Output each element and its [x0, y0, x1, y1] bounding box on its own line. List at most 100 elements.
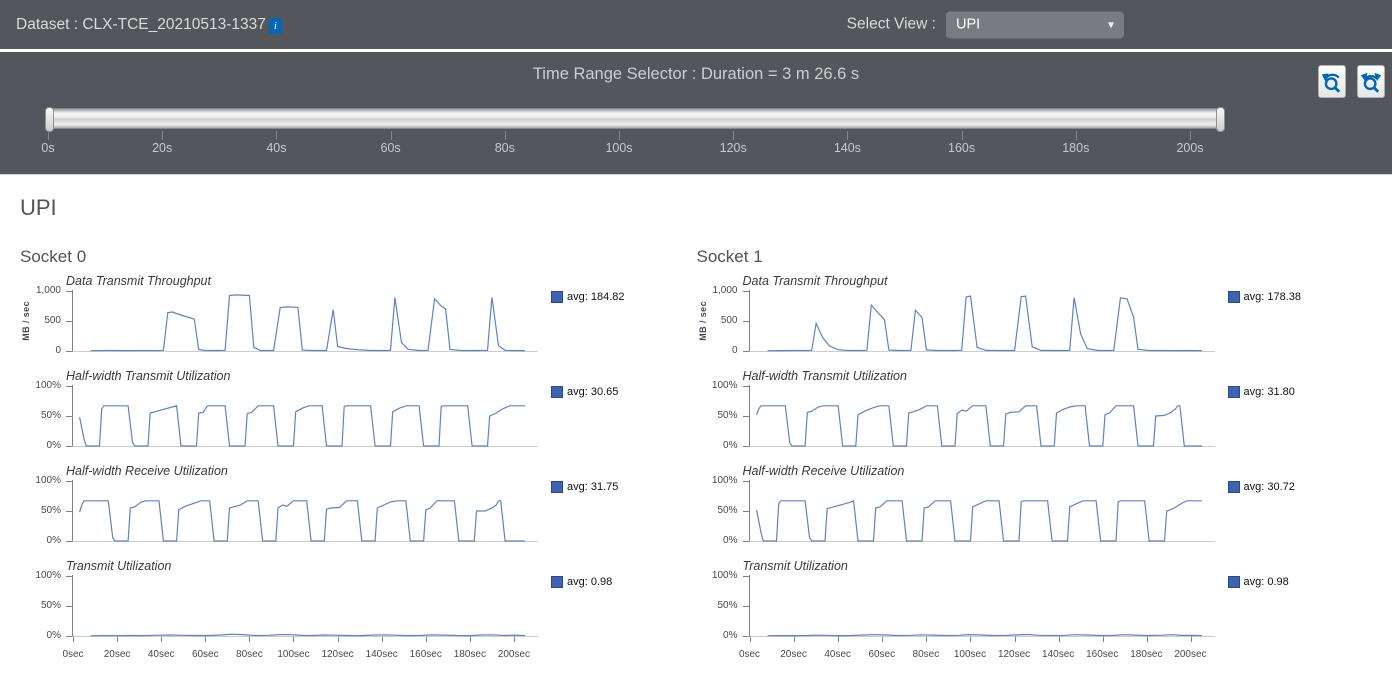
y-axis-unit-label: MB / sec — [697, 301, 708, 341]
x-tick-label: 200sec — [497, 649, 531, 660]
slider-tick-mark — [961, 131, 963, 140]
slider-handle-right[interactable] — [1216, 107, 1225, 132]
legend-avg-value: avg: 30.72 — [1243, 481, 1295, 493]
x-tick-label: 100sec — [953, 649, 987, 660]
data-series-line — [90, 633, 526, 637]
plot-area — [742, 385, 1215, 452]
chart-title: Data Transmit Throughput — [742, 274, 888, 288]
x-tick-label: 80sec — [912, 649, 940, 660]
chart-title: Half-width Transmit Utilization — [742, 369, 907, 383]
legend-swatch-icon — [1227, 386, 1240, 398]
slider-tick-label: 40s — [266, 141, 287, 155]
chart-s0-throughput: Data Transmit Throughput MB / sec 0 500 1,00… — [20, 274, 625, 357]
y-tick-label: 100% — [35, 475, 61, 486]
plot-area — [742, 480, 1215, 547]
chart-s0-hw-transmit: Half-width Transmit Utilization 0% 50% 100%… — [20, 369, 625, 452]
time-range-slider[interactable]: 0s 20s 40s 60s 80s 100s 120s 140s 160s 180s 200s — [41, 107, 1225, 168]
x-axis-labels: 0sec 20sec 40sec 60sec 80sec 100sec 120sec 140s… — [739, 648, 1215, 662]
chart-title: Data Transmit Throughput — [66, 274, 211, 288]
zoom-reset-button[interactable] — [1357, 65, 1385, 98]
chart-body: MB / sec 0 500 1,000 avg: 184.82 — [20, 285, 625, 357]
chart-legend: avg: 184.82 — [551, 291, 625, 303]
x-axis-labels: 0sec 20sec 40sec 60sec 80sec 100sec 120sec 140s… — [62, 648, 538, 662]
legend-avg-value: avg: 0.98 — [1243, 576, 1289, 588]
y-tick-label: 0% — [46, 440, 61, 451]
y-tick-label: 50% — [40, 410, 61, 421]
x-tick-label: 20sec — [103, 649, 131, 660]
page-title: UPI — [20, 195, 57, 220]
line-chart-plot[interactable] — [742, 480, 1215, 542]
line-chart-plot[interactable] — [66, 290, 538, 352]
y-axis: MB / sec 0 500 1,000 — [697, 285, 743, 356]
chart-s1-transmit-util: Transmit Utilization 0% 50% 100% 0sec 20sec 40… — [697, 559, 1302, 662]
slider-tick-label: 140s — [833, 141, 861, 155]
line-chart-plot[interactable] — [742, 575, 1215, 643]
y-tick-label: 500 — [44, 315, 61, 326]
y-tick-label: 100% — [35, 570, 61, 581]
line-chart-plot[interactable] — [66, 480, 538, 542]
y-tick-label: 1,000 — [712, 285, 738, 296]
x-tick-label: 80sec — [236, 649, 263, 660]
zoom-undo-button[interactable] — [1318, 65, 1346, 98]
legend-swatch-icon — [551, 576, 563, 588]
time-range-selector-bar: Time Range Selector : Duration = 3 m 26.… — [0, 52, 1392, 175]
socket-1-charts: Data Transmit Throughput MB / sec 0 500 1,00… — [697, 274, 1302, 662]
y-tick-label: 50% — [717, 410, 738, 421]
y-axis: 0% 50% 100% — [697, 380, 743, 451]
time-range-title: Time Range Selector : Duration = 3 m 26.… — [532, 65, 860, 83]
y-tick-label: 100% — [35, 380, 61, 391]
zoom-reset-icon — [1360, 72, 1382, 93]
y-tick-label: 0% — [723, 440, 738, 451]
y-tick-label: 500 — [720, 315, 738, 326]
y-tick-label: 0% — [46, 535, 61, 546]
x-tick-label: 140sec — [1042, 649, 1075, 660]
socket-0-charts: Data Transmit Throughput MB / sec 0 500 1,00… — [20, 274, 625, 662]
x-tick-label: 140sec — [365, 649, 398, 660]
data-series-line — [755, 499, 1202, 542]
chart-legend: avg: 0.98 — [1227, 576, 1289, 588]
slider-tick-label: 180s — [1062, 141, 1090, 155]
chart-s0-hw-receive: Half-width Receive Utilization 0% 50% 100% a… — [20, 464, 625, 547]
x-tick-label: 180sec — [1130, 649, 1163, 660]
socket-1-panel: Socket 1 Data Transmit Throughput MB / se… — [697, 247, 1302, 674]
info-icon[interactable]: i — [268, 17, 282, 34]
slider-track[interactable] — [45, 107, 1225, 132]
x-tick-label: 160sec — [409, 649, 442, 660]
line-chart-plot[interactable] — [66, 575, 538, 643]
slider-tick-mark — [504, 131, 506, 140]
x-tick-label: 100sec — [277, 649, 310, 660]
chart-legend: avg: 30.65 — [551, 386, 618, 398]
x-tick-label: 0sec — [62, 649, 84, 660]
select-view-dropdown[interactable]: UPI ▾ — [946, 11, 1124, 38]
plot-area — [66, 290, 538, 357]
chart-s0-transmit-util: Transmit Utilization 0% 50% 100% 0sec 20sec 40… — [20, 559, 625, 662]
zoom-undo-icon — [1321, 73, 1341, 93]
x-tick-label: 40sec — [824, 649, 852, 660]
legend-avg-value: avg: 30.65 — [567, 386, 619, 398]
line-chart-plot[interactable] — [742, 290, 1215, 352]
slider-tick-label: 20s — [152, 141, 173, 155]
line-chart-plot[interactable] — [742, 385, 1215, 447]
chart-body: 0% 50% 100% avg: 31.75 — [20, 475, 625, 547]
x-tick-label: 200sec — [1174, 649, 1207, 660]
data-series-line — [755, 405, 1202, 447]
plot-area: 0sec 20sec 40sec 60sec 80sec 100sec 120sec 140s… — [62, 575, 538, 662]
chart-s1-hw-receive: Half-width Receive Utilization 0% 50% 100% a… — [697, 464, 1302, 547]
socket-0-title: Socket 0 — [20, 247, 87, 266]
slider-tick-mark — [1190, 131, 1191, 140]
slider-handle-left[interactable] — [45, 107, 54, 132]
slider-tick-label: 0s — [41, 141, 55, 155]
chart-body: 0% 50% 100% 0sec 20sec 40sec 60sec 80sec 100sec 1… — [697, 570, 1302, 662]
socket-panels: Socket 0 Data Transmit Throughput MB / se… — [20, 247, 1392, 674]
y-tick-label: 0 — [55, 345, 61, 356]
line-chart-plot[interactable] — [66, 385, 538, 447]
y-axis: 0% 50% 100% — [697, 475, 743, 546]
y-axis: 0% 50% 100% — [20, 570, 66, 641]
legend-swatch-icon — [1227, 576, 1240, 588]
plot-area — [66, 480, 538, 547]
x-tick-label: 120sec — [321, 649, 354, 660]
plot-area — [66, 385, 538, 452]
legend-swatch-icon — [1227, 291, 1240, 303]
x-tick-label: 60sec — [868, 649, 896, 660]
legend-avg-value: avg: 31.75 — [567, 481, 619, 493]
